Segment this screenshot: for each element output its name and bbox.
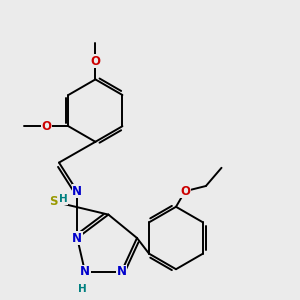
Text: O: O [41, 120, 51, 133]
Text: N: N [72, 232, 82, 244]
Text: O: O [90, 55, 100, 68]
Text: N: N [116, 265, 126, 278]
Text: S: S [50, 195, 58, 208]
Text: N: N [72, 185, 82, 198]
Text: H: H [78, 284, 87, 294]
Text: O: O [180, 185, 190, 198]
Text: H: H [58, 194, 67, 204]
Text: N: N [80, 265, 90, 278]
